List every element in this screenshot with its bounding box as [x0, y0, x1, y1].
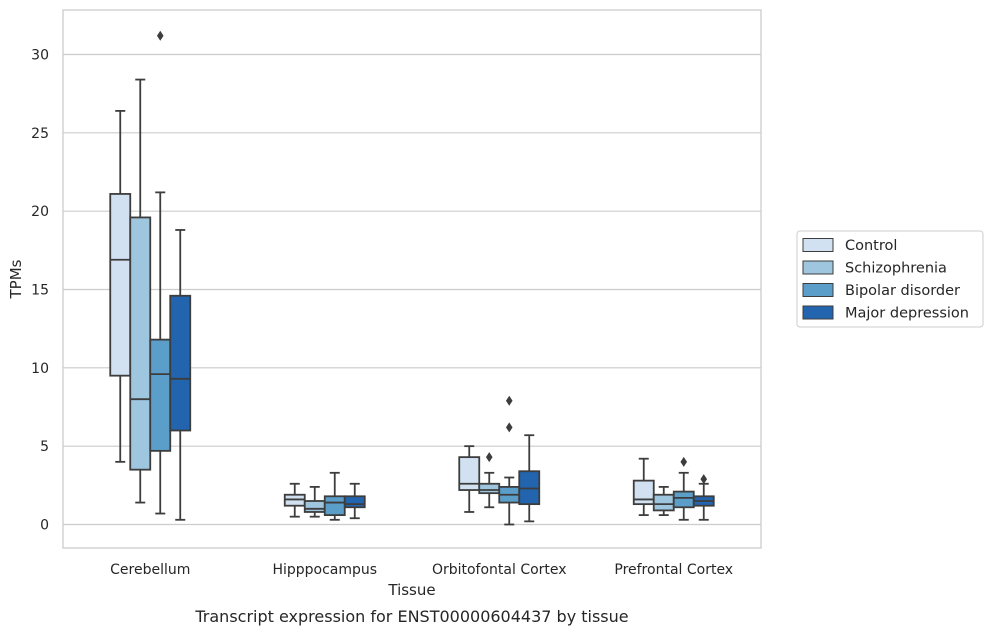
legend-swatch — [802, 305, 834, 320]
y-tick-label: 10 — [31, 361, 49, 377]
box-control — [283, 482, 306, 518]
box-control — [458, 445, 481, 513]
x-tick-labels: Cerebellum Hipppocampus Orbitofontal Corte… — [110, 562, 733, 578]
outlier-marker — [700, 474, 708, 485]
box-body — [169, 294, 192, 432]
legend-label: Bipolar disorder — [845, 283, 960, 299]
box-bipolar-disorder — [323, 471, 346, 521]
box-body — [343, 495, 366, 509]
legend-swatch — [802, 283, 834, 297]
outlier-marker — [680, 456, 688, 467]
x-axis-label: Tissue — [387, 581, 435, 599]
grid-lines — [63, 53, 761, 526]
box-body — [672, 490, 695, 509]
box-schizophrenia — [652, 485, 675, 516]
x-tick-label: Orbitofontal Cortex — [432, 562, 567, 578]
legend: Control Schizophrenia Bipolar disorder Majo… — [796, 230, 984, 328]
box-major-depression — [518, 434, 541, 523]
x-tick-label: Prefrontal Cortex — [614, 562, 733, 578]
legend-label: Major depression — [845, 306, 969, 322]
box-schizophrenia — [303, 485, 326, 518]
legend-swatch — [802, 238, 834, 252]
y-tick-labels: 0 5 10 15 20 25 30 — [31, 48, 49, 534]
box-body — [652, 493, 675, 512]
chart-caption: Transcript expression for ENST0000060443… — [194, 607, 628, 626]
box-body — [109, 193, 132, 377]
plot-area — [62, 9, 762, 549]
box-schizophrenia — [129, 78, 152, 504]
outlier-marker — [156, 30, 164, 41]
box-bipolar-disorder — [149, 30, 172, 515]
box-major-depression — [692, 474, 715, 521]
box-body — [129, 216, 152, 471]
y-tick-label: 5 — [40, 439, 49, 455]
legend-label: Schizophrenia — [845, 261, 947, 277]
box-major-depression — [169, 229, 192, 521]
box-plots — [109, 30, 715, 526]
legend-label: Control — [845, 238, 897, 254]
box-body — [458, 456, 481, 491]
box-body — [478, 482, 501, 495]
box-major-depression — [343, 482, 366, 520]
legend-swatch — [802, 260, 834, 275]
y-tick-label: 25 — [31, 126, 49, 142]
outlier-marker — [505, 395, 513, 406]
x-tick-label: Hipppocampus — [272, 562, 377, 578]
y-tick-label: 20 — [31, 204, 49, 220]
x-tick-label: Cerebellum — [110, 562, 190, 578]
box-body — [323, 495, 346, 516]
box-control — [109, 110, 132, 463]
box-schizophrenia — [478, 452, 501, 509]
y-axis-label: TPMs — [7, 259, 25, 299]
legend-frame — [796, 230, 984, 328]
box-bipolar-disorder — [498, 395, 521, 526]
box-body — [149, 338, 172, 452]
y-tick-label: 15 — [31, 283, 49, 299]
outlier-marker — [485, 452, 493, 463]
y-tick-label: 0 — [40, 518, 49, 534]
box-bipolar-disorder — [672, 456, 695, 521]
box-body — [303, 500, 326, 513]
y-tick-label: 30 — [31, 48, 49, 64]
outlier-marker — [505, 422, 513, 433]
box-body — [632, 479, 655, 506]
box-control — [632, 457, 655, 516]
